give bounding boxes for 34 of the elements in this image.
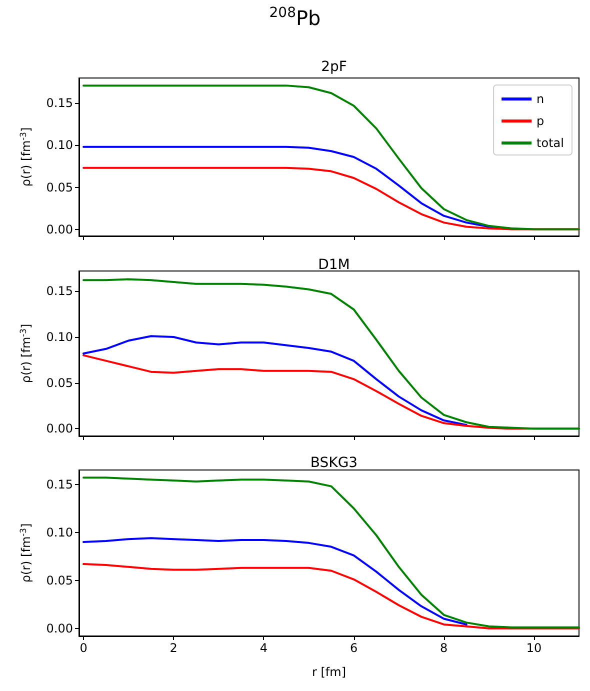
x-tick-label: 8: [440, 641, 448, 655]
chart-title: D1M: [318, 257, 350, 273]
y-tick-label: 0.10: [46, 138, 73, 152]
line-series: [82, 563, 580, 630]
line-series: [82, 278, 580, 430]
x-tick-label: 0: [80, 641, 88, 655]
x-tick-label: 10: [526, 641, 542, 655]
y-tick-label: 0.00: [46, 222, 73, 236]
x-axis-title: r [fm]: [312, 665, 346, 679]
y-tick-label: 0.00: [46, 621, 73, 636]
x-tick-label: 4: [260, 641, 268, 655]
line-series: [82, 537, 468, 626]
y-tick-label: 0.00: [46, 422, 73, 436]
y-tick-label: 0.05: [46, 573, 73, 588]
x-tick-label: 2: [170, 641, 178, 655]
line-series: [82, 84, 580, 230]
y-axis-title: ρ(r) [fm-3]: [18, 523, 33, 583]
y-tick-label: 0.10: [46, 330, 73, 344]
y-tick-label: 0.15: [46, 477, 73, 492]
line-series: [82, 476, 580, 628]
legend-label: n: [536, 92, 544, 106]
line-series: [82, 335, 468, 426]
legend-label: p: [536, 114, 544, 128]
y-tick-label: 0.05: [46, 376, 73, 390]
chart-title: 2pF: [321, 59, 347, 75]
chart-title: BSKG3: [310, 455, 358, 471]
y-axis-title: ρ(r) [fm-3]: [18, 127, 33, 187]
y-axis-title: ρ(r) [fm-3]: [18, 324, 33, 384]
legend-label: total: [536, 136, 564, 150]
x-tick-label: 6: [350, 641, 358, 655]
y-tick-label: 0.10: [46, 525, 73, 540]
y-tick-label: 0.15: [46, 96, 73, 110]
y-tick-label: 0.05: [46, 180, 73, 194]
y-tick-label: 0.15: [46, 284, 73, 298]
